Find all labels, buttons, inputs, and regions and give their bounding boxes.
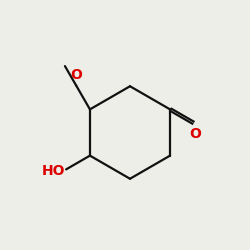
- Text: HO: HO: [42, 164, 65, 177]
- Text: O: O: [189, 127, 201, 141]
- Text: O: O: [70, 68, 82, 82]
